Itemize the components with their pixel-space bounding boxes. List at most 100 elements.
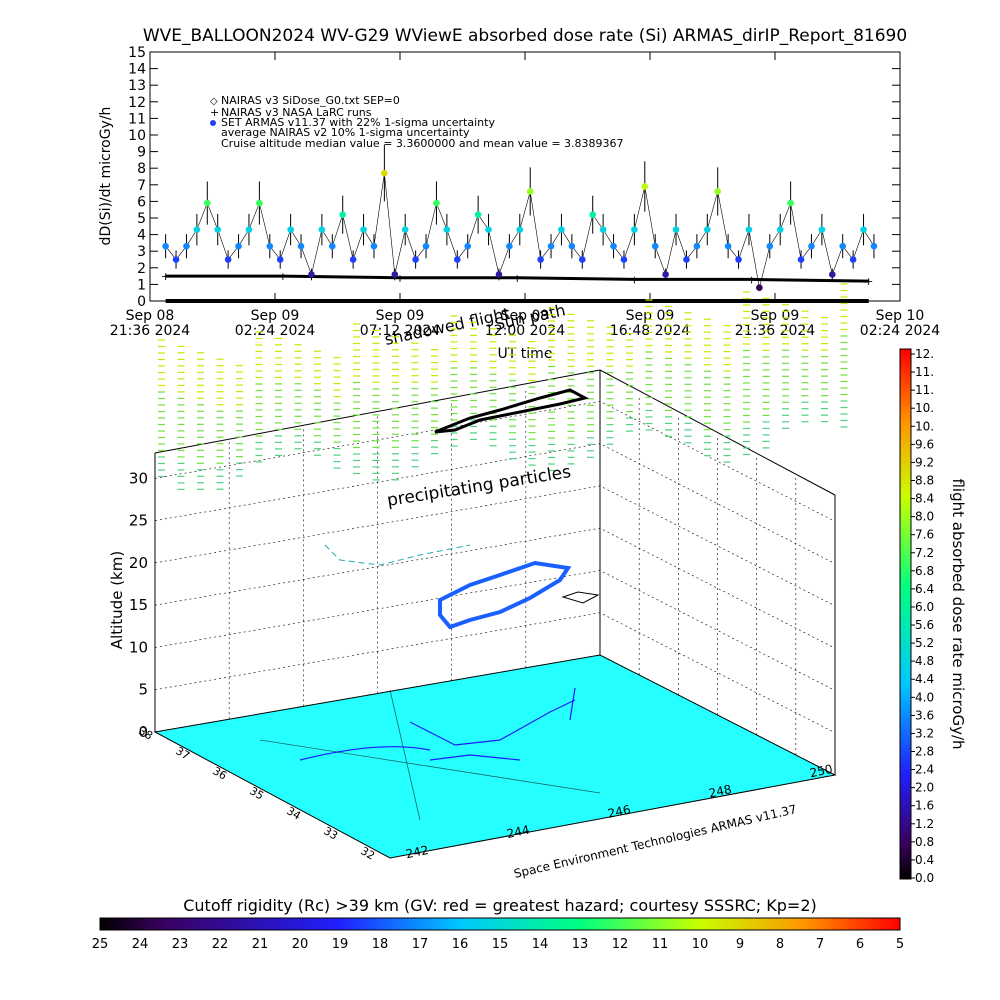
colorbar-tick-label: 6.8 [915, 564, 934, 578]
cutoff-tick-label: 5 [896, 937, 904, 952]
colorbar-tick-label: 0.0 [915, 871, 934, 885]
box-frame [154, 369, 836, 775]
x-tick-date: Sep 09 [751, 308, 800, 324]
armas-point [360, 226, 367, 233]
z-tick-label: 20 [129, 554, 148, 572]
armas-point [599, 226, 607, 233]
series-line-larc [165, 274, 869, 283]
legend: ◇ NAIRAS v3 SiDose_G0.txt SEP=0 + NAIRAS… [210, 94, 624, 150]
y-tick-label: 5 [137, 211, 146, 227]
armas-point [797, 256, 805, 263]
colorbar-tick-label: 3.2 [915, 726, 934, 740]
armas-point [485, 226, 492, 233]
armas-point [589, 211, 597, 218]
cutoff-tick-label: 22 [212, 937, 229, 952]
armas-point [297, 242, 305, 250]
armas-point [506, 242, 513, 250]
armas-point [651, 242, 659, 250]
armas-point [287, 226, 294, 233]
armas-point [860, 226, 867, 233]
chart-title: WVE_BALLOON2024 WV-G29 WViewE absorbed d… [143, 26, 907, 46]
cutoff-tick-label: 15 [492, 937, 509, 952]
lon-tick-label: 244 [506, 823, 531, 841]
lat-tick-label: 34 [284, 804, 303, 822]
x-tick-time: 21:36 2024 [735, 323, 816, 339]
armas-point [766, 242, 774, 250]
colorbar-tick-label: 11. [915, 383, 934, 397]
armas-point [620, 256, 628, 263]
armas-point [318, 226, 326, 233]
x-tick-date: Sep 09 [376, 308, 425, 324]
armas-point [412, 256, 419, 263]
z-tick-label: 25 [129, 512, 148, 530]
larc-point: + [513, 272, 522, 285]
armas-point [401, 226, 409, 233]
cutoff-tick-label: 18 [372, 937, 389, 952]
z-tick-label: 15 [129, 596, 148, 614]
colorbar-tick-label: 5.2 [915, 636, 934, 650]
colorbar-tick-label: 8.4 [915, 492, 934, 506]
colorbar-tick-label: 4.0 [915, 690, 934, 704]
precipitating-particle-markers [158, 283, 848, 490]
cutoff-tick-label: 17 [412, 937, 429, 952]
colorbar-tick-label: 4.8 [915, 654, 934, 668]
colorbar-tick-label: 7.6 [915, 528, 934, 542]
legend-marker-dot [210, 120, 216, 126]
armas-point [714, 188, 722, 195]
colorbar-tick-label: 11. [915, 365, 934, 379]
colorbar-tick-label: 7.2 [915, 546, 934, 560]
armas-point [453, 256, 461, 263]
colorbar-tick-label: 9.2 [915, 455, 934, 469]
colorbar-tick-label: 1.6 [915, 799, 934, 813]
armas-point [849, 256, 857, 263]
colorbar-tick-label: 2.8 [915, 745, 934, 759]
y-tick-label: 8 [137, 161, 146, 177]
colorbar-tick-label: 0.4 [915, 853, 934, 867]
armas-point [610, 242, 617, 250]
x-tick-time: 16:48 2024 [610, 323, 691, 339]
lon-tick-label: 242 [405, 843, 430, 861]
armas-point [641, 183, 649, 190]
cutoff-rigidity-colorbar: Cutoff rigidity (Rc) >39 km (GV: red = g… [92, 896, 904, 952]
colorbar-tick-label: 6.0 [915, 600, 934, 614]
dose-rate-colorbar: 12. 11. 11. 10. 10. 9.6 9.2 8.8 8.4 8.0 7.6 7.2 6.8 6… [899, 347, 967, 885]
latitude-ticks: 38 37 36 35 34 33 32 [136, 724, 377, 862]
colorbar-tick-label: 8.8 [915, 473, 934, 487]
armas-point [495, 271, 503, 278]
lat-tick-label: 33 [321, 824, 340, 842]
armas-point [578, 256, 586, 263]
lat-tick-label: 36 [210, 764, 229, 782]
legend-marker-diamond: ◇ [210, 96, 218, 107]
lon-tick-label: 250 [809, 762, 834, 780]
cutoff-tick-label: 14 [532, 937, 549, 952]
cutoff-tick-label: 19 [332, 937, 349, 952]
cutoff-tick-label: 9 [736, 937, 744, 952]
colorbar-tick-label: 3.6 [915, 708, 934, 722]
cutoff-tick-label: 11 [652, 937, 669, 952]
armas-point [203, 199, 211, 207]
armas-point [745, 226, 753, 233]
larc-point: + [395, 272, 404, 285]
colorbar-tick-label: 6.4 [915, 582, 934, 596]
armas-point [828, 271, 836, 278]
cutoff-tick-label: 16 [452, 937, 469, 952]
armas-point [308, 271, 315, 278]
cutoff-rigidity-bar [99, 917, 901, 931]
armas-point [370, 242, 378, 250]
armas-point [818, 226, 826, 233]
x-tick-time: 02:24 2024 [860, 323, 941, 339]
armas-point [808, 242, 815, 250]
colorbar-tick-label: 10. [915, 401, 934, 415]
armas-point [839, 242, 847, 250]
y-tick-label: 15 [128, 45, 146, 61]
y-tick-label: 4 [137, 228, 146, 244]
y-axis-label: dD(Si)/dt microGy/h [98, 107, 114, 246]
colorbar-label: flight absorbed dose rate microGy/h [949, 478, 967, 749]
cutoff-rigidity-ticks: 25 24 23 22 21 20 19 18 17 16 15 14 13 12 11 10 9 8 7 6 5 [92, 937, 904, 952]
cutoff-tick-label: 23 [172, 937, 189, 952]
colorbar-bar [899, 348, 912, 880]
armas-point [735, 256, 742, 263]
armas-point [474, 211, 482, 218]
armas-point [433, 199, 440, 207]
